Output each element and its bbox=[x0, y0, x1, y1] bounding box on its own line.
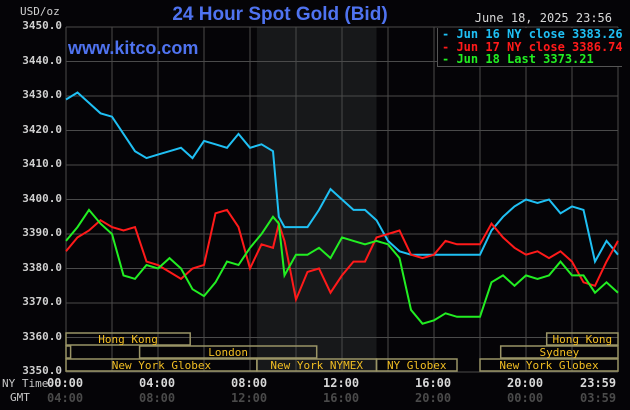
session-bar: NY Globex bbox=[375, 358, 458, 372]
session-bar: New York Globex bbox=[65, 358, 258, 372]
gmt-tick-label: 20:00 bbox=[415, 391, 452, 405]
svg-text:London: London bbox=[208, 346, 248, 359]
session-bar: London bbox=[138, 345, 318, 359]
svg-text:NY Globex: NY Globex bbox=[387, 359, 447, 372]
ny-time-row-label: NY Time bbox=[2, 377, 49, 390]
svg-text:Hong Kong: Hong Kong bbox=[98, 333, 158, 346]
ny-tick-label: 04:00 bbox=[139, 376, 176, 390]
gmt-tick-label: 03:59 bbox=[580, 391, 617, 405]
gmt-tick-label: 08:00 bbox=[139, 391, 176, 405]
legend-item-jun17: - Jun 17 NY close 3386.74 bbox=[442, 39, 623, 54]
ny-tick-label: 23:59 bbox=[580, 376, 617, 390]
y-tick-label: 3450.0 bbox=[22, 19, 62, 32]
y-tick-label: 3430.0 bbox=[22, 88, 62, 101]
gmt-tick-label: 04:00 bbox=[47, 391, 84, 405]
svg-text:New York NYMEX: New York NYMEX bbox=[270, 359, 363, 372]
session-bar: Sydney bbox=[499, 345, 619, 359]
gmt-tick-label: 12:00 bbox=[231, 391, 268, 405]
ny-tick-label: 12:00 bbox=[323, 376, 360, 390]
svg-text:Hong Kong: Hong Kong bbox=[553, 333, 613, 346]
y-tick-label: 3390.0 bbox=[22, 226, 62, 239]
legend-item-jun18: - Jun 18 Last 3373.21 bbox=[442, 52, 594, 66]
session-bar: Hong Kong bbox=[545, 332, 619, 346]
ny-tick-label: 00:00 bbox=[47, 376, 84, 390]
session-bar: New York NYMEX bbox=[256, 358, 378, 372]
session-bar: Hong Kong bbox=[65, 332, 191, 346]
gmt-row-label: GMT bbox=[10, 391, 30, 404]
y-tick-label: 3350.0 bbox=[22, 364, 62, 377]
session-bar: New York Globex bbox=[479, 358, 619, 372]
y-tick-label: 3370.0 bbox=[22, 295, 62, 308]
site-url-watermark: www.kitco.com bbox=[68, 38, 199, 58]
svg-text:New York Globex: New York Globex bbox=[499, 359, 599, 372]
gmt-tick-label: 16:00 bbox=[323, 391, 360, 405]
series-line-2 bbox=[65, 208, 619, 325]
gmt-tick-label: 00:00 bbox=[507, 391, 544, 405]
y-tick-label: 3400.0 bbox=[22, 191, 62, 205]
y-tick-label: 3410.0 bbox=[22, 157, 62, 170]
legend-item-jun16: - Jun 16 NY close 3383.26 bbox=[442, 27, 623, 41]
chart-title: 24 Hour Spot Gold (Bid) bbox=[172, 4, 388, 25]
svg-text:Sydney: Sydney bbox=[539, 346, 579, 359]
y-tick-label: 3360.0 bbox=[22, 329, 62, 343]
ny-tick-label: 20:00 bbox=[507, 376, 544, 390]
y-tick-label: 3380.0 bbox=[22, 260, 62, 274]
y-axis-unit: USD/oz bbox=[20, 5, 60, 18]
y-tick-label: 3420.0 bbox=[22, 122, 62, 136]
session-bar bbox=[65, 345, 72, 359]
series-line-0 bbox=[65, 91, 619, 265]
chart-datetime: June 18, 2025 23:56 bbox=[474, 11, 612, 25]
y-tick-label: 3440.0 bbox=[22, 53, 62, 67]
legend: - Jun 16 NY close 3383.26 - Jun 17 NY cl… bbox=[437, 27, 623, 67]
ny-tick-label: 08:00 bbox=[231, 376, 268, 390]
svg-text:New York Globex: New York Globex bbox=[112, 359, 212, 372]
ny-tick-label: 16:00 bbox=[415, 376, 452, 390]
